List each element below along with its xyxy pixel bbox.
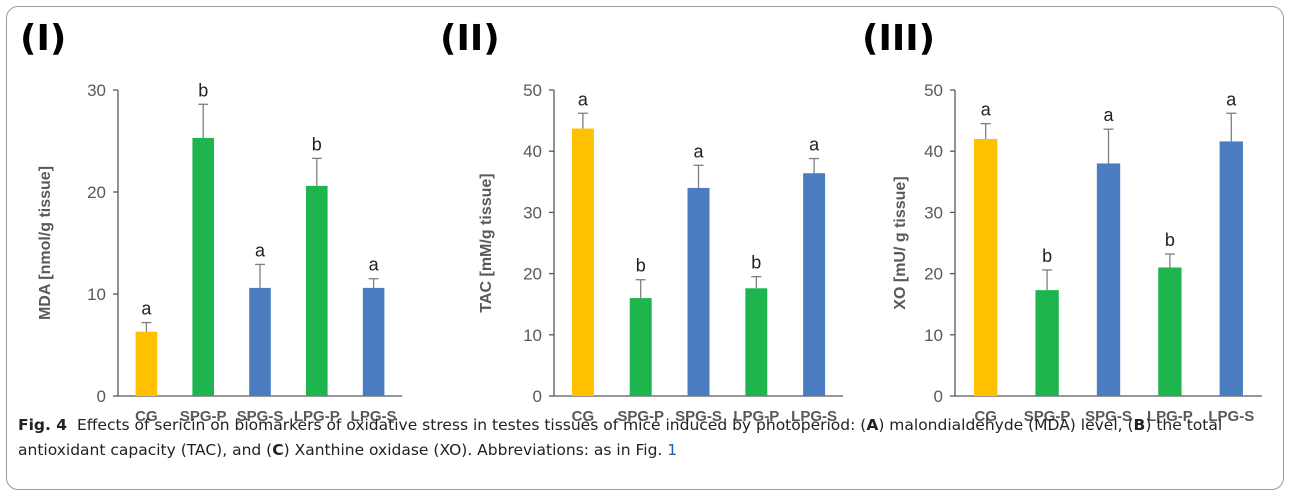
bar: [362, 287, 385, 396]
significance-letter: b: [1165, 230, 1175, 250]
y-tick-label: 30: [87, 81, 106, 100]
x-tick-label: SPG-P: [180, 408, 227, 425]
significance-letter: b: [312, 134, 322, 154]
bar: [745, 288, 768, 396]
caption-letter-c: C: [272, 441, 284, 459]
y-tick-label: 0: [533, 387, 542, 406]
significance-letter: b: [636, 256, 646, 276]
panel-label: (III): [862, 18, 935, 59]
y-tick-label: 20: [523, 265, 542, 284]
significance-letter: a: [1103, 105, 1114, 125]
x-tick-label: CG: [135, 408, 158, 425]
x-tick-label: LPG-S: [351, 408, 397, 425]
x-tick-label: SPG-S: [675, 408, 722, 425]
x-tick-label: SPG-P: [1024, 408, 1071, 425]
significance-letter: b: [198, 80, 208, 100]
bar: [803, 173, 826, 396]
caption-letter-b: B: [1133, 416, 1146, 434]
y-tick-label: 20: [87, 183, 106, 202]
y-axis-label: TAC [mM/g tissue]: [478, 173, 495, 312]
y-tick-label: 40: [924, 142, 943, 161]
significance-letter: b: [1042, 246, 1052, 266]
caption-text-2: ) malondialdehyde (MDA) level, (: [878, 416, 1134, 434]
y-tick-label: 0: [97, 387, 106, 406]
x-tick-label: LPG-P: [733, 408, 779, 425]
y-axis-label: MDA [nmol/g tissue]: [37, 166, 54, 320]
x-tick-label: CG: [572, 408, 595, 425]
significance-letter: b: [751, 253, 761, 273]
y-tick-label: 20: [924, 265, 943, 284]
y-tick-label: 10: [523, 326, 542, 345]
caption-text-4: ) Xanthine oxidase (XO). Abbreviations: …: [283, 441, 668, 459]
significance-letter: a: [578, 89, 589, 109]
bar: [687, 187, 710, 396]
x-tick-label: SPG-S: [1085, 408, 1132, 425]
bar: [974, 138, 998, 396]
x-tick-label: LPG-P: [294, 408, 340, 425]
panel-label: (I): [20, 18, 66, 59]
caption-text-1: Effects of sericin on biomarkers of oxid…: [76, 416, 867, 434]
bar: [1096, 163, 1121, 396]
significance-letter: a: [369, 255, 380, 275]
significance-letter: a: [255, 240, 266, 260]
y-tick-label: 0: [934, 387, 943, 406]
x-tick-label: SPG-P: [617, 408, 664, 425]
bar: [629, 298, 652, 396]
bar: [1158, 267, 1182, 396]
figure-frame: [6, 6, 1284, 490]
y-tick-label: 10: [87, 285, 106, 304]
significance-letter: a: [809, 135, 820, 155]
significance-letter: a: [1226, 89, 1237, 109]
x-tick-label: LPG-S: [791, 408, 837, 425]
figure-caption: Fig. 4 Effects of sericin on biomarkers …: [18, 413, 1273, 463]
bar: [135, 331, 158, 396]
panel-label: (II): [440, 18, 500, 59]
significance-letter: a: [693, 141, 704, 161]
caption-text-3: ) the total antioxidant capacity (TAC), …: [18, 416, 1223, 459]
y-tick-label: 50: [523, 81, 542, 100]
x-tick-label: SPG-S: [237, 408, 284, 425]
x-tick-label: LPG-S: [1208, 408, 1254, 425]
y-tick-label: 10: [924, 326, 943, 345]
bar: [1219, 141, 1243, 396]
y-tick-label: 30: [924, 203, 943, 222]
y-tick-label: 40: [523, 142, 542, 161]
significance-letter: a: [981, 100, 992, 120]
y-tick-label: 30: [523, 203, 542, 222]
y-axis-label: XO [mU/ g tissue]: [892, 176, 909, 309]
bar: [1035, 290, 1059, 396]
x-tick-label: CG: [974, 408, 997, 425]
caption-letter-a: A: [866, 416, 879, 434]
bar: [306, 185, 328, 396]
caption-figure-link[interactable]: 1: [667, 441, 678, 459]
bar: [249, 287, 271, 396]
bar: [192, 137, 214, 396]
significance-letter: a: [141, 299, 152, 319]
bar: [571, 128, 594, 396]
caption-label: Fig. 4: [18, 416, 68, 434]
x-tick-label: LPG-P: [1147, 408, 1193, 425]
y-tick-label: 50: [924, 81, 943, 100]
